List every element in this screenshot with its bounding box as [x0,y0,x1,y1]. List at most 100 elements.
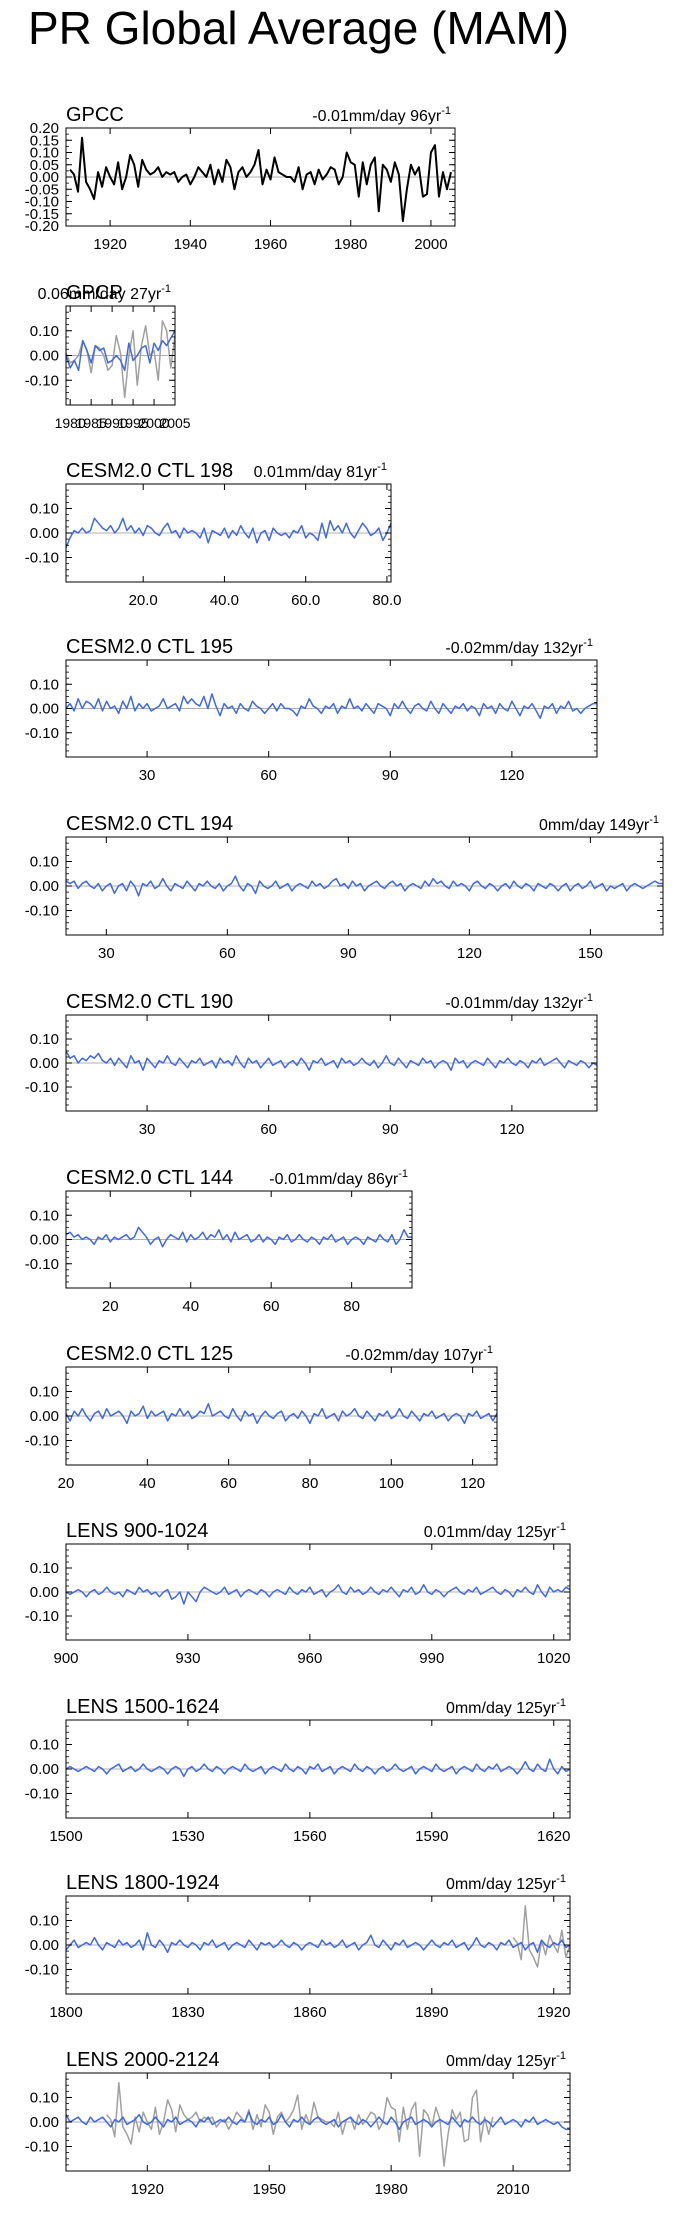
x-tick-label: 60 [219,945,236,962]
x-tick-label: 120 [499,1121,524,1138]
y-tick-label: 0.00 [30,348,59,365]
x-tick-label: 30 [139,767,156,784]
chart-panel: 0.10 0.00 -0.10 20 40 60 80 CESM2.0 CTL 144 -0.0… [25,1167,413,1315]
y-tick-label: 0.10 [30,1207,59,1224]
x-tick-label: 1800 [49,2004,82,2021]
y-tick-label: -0.10 [25,2139,59,2156]
x-tick-label: 1560 [293,1828,326,1845]
trend-annotation: 0mm/day 125yr-1 [446,2050,566,2070]
y-tick-label: 0.00 [30,1055,59,1072]
model-series-line [65,1932,571,1954]
panel-title: GPCP [66,282,123,304]
x-tick-label: 60 [260,767,277,784]
x-tick-label: 1990 [97,415,128,431]
y-tick-label: -0.10 [25,1786,59,1803]
x-tick-label: 80.0 [372,592,401,609]
y-tick-label: -0.05 [25,181,59,198]
model-series-line [65,517,392,548]
y-tick-label: 0.15 [30,132,59,149]
ref_obs-series-line [512,1905,571,1968]
x-tick-label: 1950 [253,2181,286,2198]
trend-exponent: -1 [161,283,171,295]
x-tick-label: 2010 [496,2181,529,2198]
y-tick-label: -0.10 [25,1962,59,1979]
x-tick-label: 1940 [174,236,207,253]
y-tick-label: -0.10 [25,725,59,742]
x-tick-label: 60 [263,1298,280,1315]
chart-panel: 0.10 0.00 -0.10 30 60 90 120 150 CESM2.0 CTL 194… [25,813,664,962]
y-tick-label: -0.20 [25,218,59,235]
y-tick-label: 0.10 [30,676,59,693]
y-tick-label: 0.00 [30,2114,59,2131]
trend-exponent: -1 [556,2050,566,2062]
trend-annotation: 0.01mm/day 125yr-1 [424,1521,566,1541]
x-tick-label: 1830 [171,2004,204,2021]
panel-title: CESM2.0 CTL 195 [66,636,233,658]
x-tick-label: 120 [457,945,482,962]
chart-panel: 0.10 0.00 -0.10 20 40 60 80 100 120 CESM2.0 CTL 1… [25,1343,498,1492]
y-tick-label: 0.05 [30,157,59,174]
y-tick-label: 0.10 [30,854,59,871]
trend-exponent: -1 [556,1697,566,1709]
y-tick-label: -0.10 [25,1608,59,1625]
x-tick-label: 2005 [159,415,190,431]
x-tick-label: 90 [340,945,357,962]
y-tick-label: 0.10 [30,145,59,162]
trend-exponent: -1 [556,1873,566,1885]
x-tick-label: 1980 [334,236,367,253]
x-tick-label: 930 [175,1650,200,1667]
x-tick-label: 40 [139,1475,156,1492]
y-tick-label: -0.10 [25,1079,59,1096]
model-series-line [65,2111,570,2131]
x-tick-label: 1995 [117,415,148,431]
chart-panel: 0.10 0.00 -0.10 30 60 90 120 CESM2.0 CTL 195 -0.… [25,636,598,784]
x-tick-label: 1590 [415,1828,448,1845]
x-tick-label: 1890 [415,2004,448,2021]
x-tick-label: 2000 [138,415,169,431]
chart-panel: 0.10 0.00 -0.10 900 930 960 990 1020 LENS 900-10… [25,1520,571,1667]
x-tick-label: 40 [182,1298,199,1315]
model-series-line [65,693,597,719]
chart-panel: 0.10 0.00 -0.10 1500 1530 1560 1590 1620 LENS 15… [25,1696,571,1845]
y-tick-label: 0.10 [30,323,59,340]
chart-panel: 0.10 0.00 -0.10 1920 1950 1980 2010 LENS 2000-2… [25,2049,571,2198]
y-tick-label: 0.00 [30,169,59,186]
trend-annotation: -0.01mm/day 96yr-1 [312,105,451,125]
panel-title: GPCC [66,104,124,126]
x-tick-label: 1500 [49,1828,82,1845]
panel-title: LENS 1800-1924 [66,1872,219,1894]
model-series-line [65,1226,412,1248]
trend-annotation: 0mm/day 149yr-1 [539,814,659,834]
trend-annotation: -0.02mm/day 107yr-1 [345,1344,493,1364]
x-tick-label: 1020 [537,1650,570,1667]
y-tick-label: 0.10 [30,1560,59,1577]
x-tick-label: 60 [220,1475,237,1492]
trend-annotation: -0.02mm/day 132yr-1 [445,637,593,657]
y-tick-label: -0.10 [25,550,59,567]
x-tick-label: 30 [98,945,115,962]
y-tick-label: 0.00 [30,1584,59,1601]
x-tick-label: 1985 [76,415,107,431]
y-tick-label: 0.00 [30,1761,59,1778]
y-tick-label: -0.10 [25,903,59,920]
page-title: PR Global Average (MAM) [28,2,569,54]
y-tick-label: -0.10 [25,194,59,211]
x-tick-label: 20 [102,1298,119,1315]
x-tick-label: 1980 [55,415,86,431]
trend-exponent: -1 [377,461,387,473]
model-series-line [65,330,176,372]
model-series-line [65,1584,571,1605]
x-tick-label: 1620 [537,1828,570,1845]
y-tick-label: -0.10 [25,372,59,389]
trend-annotation: 0mm/day 125yr-1 [446,1873,566,1893]
model-series-line [65,875,663,897]
y-tick-label: 0.00 [30,878,59,895]
y-tick-label: 0.00 [30,1232,59,1249]
panels: 0.200.150.100.050.00-0.05-0.10-0.15-0.20… [25,104,664,2198]
panel-title: LENS 900-1024 [66,1520,208,1542]
trend-annotation: -0.01mm/day 132yr-1 [445,992,593,1012]
y-tick-label: 0.00 [30,1937,59,1954]
trend-annotation: 0.01mm/day 81yr-1 [254,461,387,481]
x-tick-label: 1920 [93,236,126,253]
